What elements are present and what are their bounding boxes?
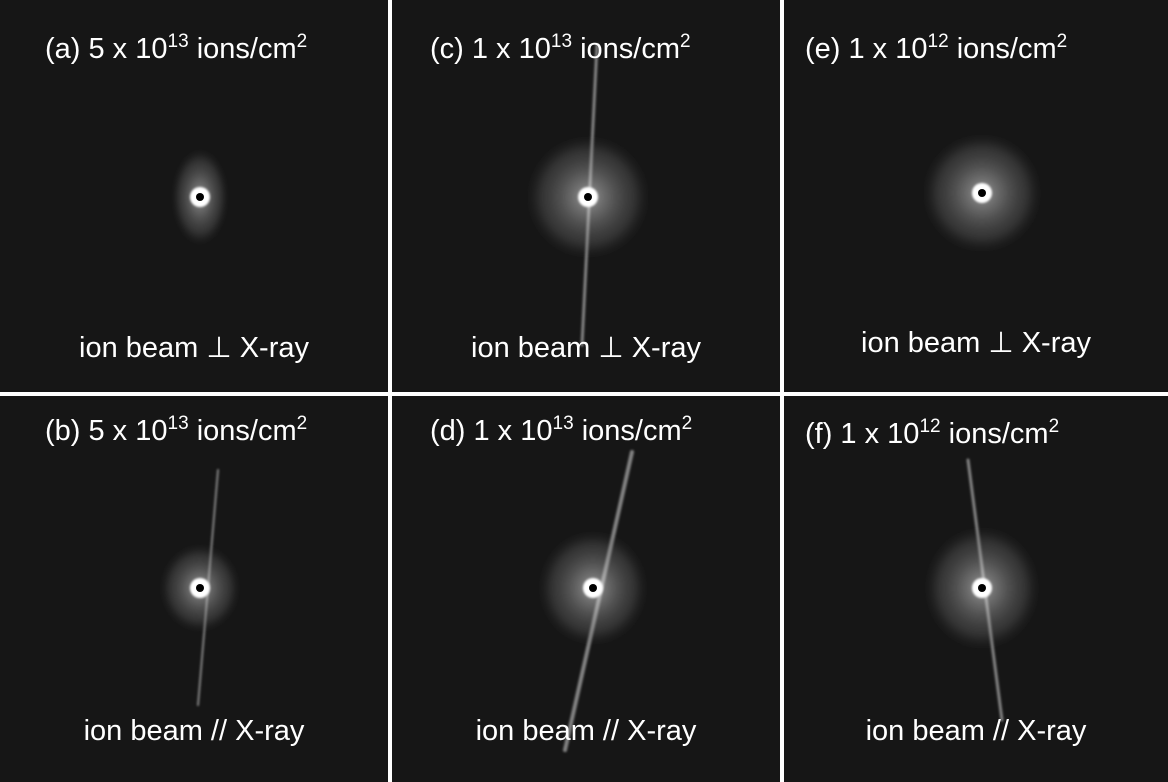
superscript: 13 — [553, 413, 574, 434]
panel: (a) 5 x 1013 ions/cm2 ion beam ⊥ X-ray — [0, 0, 388, 392]
superscript: 2 — [682, 413, 693, 434]
beam-stop — [978, 189, 986, 197]
beam-stop — [589, 584, 597, 592]
figure: (a) 5 x 1013 ions/cm2ion beam ⊥ X-ray(c)… — [0, 0, 1168, 782]
title-part: (c) 1 x 10 — [430, 33, 551, 65]
panel-caption: ion beam // X-ray — [476, 715, 697, 747]
title-part: ions/cm — [572, 33, 680, 65]
superscript: 2 — [297, 413, 308, 434]
title-part: ions/cm — [941, 418, 1049, 450]
title-part: ions/cm — [949, 33, 1057, 65]
superscript: 13 — [168, 31, 189, 52]
panel-caption: ion beam // X-ray — [866, 715, 1087, 747]
panel: (c) 1 x 1013 ions/cm2 ion beam ⊥ X-ray — [392, 0, 780, 392]
title-part: (a) 5 x 10 — [45, 33, 168, 65]
superscript: 2 — [1057, 31, 1068, 52]
title-part: ions/cm — [189, 415, 297, 447]
title-part: ions/cm — [574, 415, 682, 447]
beam-stop — [196, 193, 204, 201]
title-part: (d) 1 x 10 — [430, 415, 553, 447]
panel: (b) 5 x 1013 ions/cm2 ion beam // X-ray — [0, 396, 388, 782]
title-part: ions/cm — [189, 33, 297, 65]
panel: (f) 1 x 1012 ions/cm2 ion beam // X-ray — [784, 396, 1168, 782]
panel-caption: ion beam ⊥ X-ray — [471, 332, 701, 364]
title-part: (e) 1 x 10 — [805, 33, 928, 65]
title-part: (b) 5 x 10 — [45, 415, 168, 447]
beam-stop — [584, 193, 592, 201]
beam-stop — [196, 584, 204, 592]
superscript: 2 — [680, 31, 691, 52]
panel-caption: ion beam // X-ray — [84, 715, 305, 747]
superscript: 2 — [297, 31, 308, 52]
superscript: 13 — [168, 413, 189, 434]
superscript: 2 — [1049, 416, 1060, 437]
superscript: 12 — [919, 416, 940, 437]
panel: (e) 1 x 1012 ions/cm2 ion beam ⊥ X-ray — [784, 0, 1168, 392]
title-part: (f) 1 x 10 — [805, 418, 919, 450]
superscript: 12 — [928, 31, 949, 52]
beam-stop — [978, 584, 986, 592]
panel: (d) 1 x 1013 ions/cm2 ion beam // X-ray — [392, 396, 780, 782]
panel-caption: ion beam ⊥ X-ray — [861, 327, 1091, 359]
panel-caption: ion beam ⊥ X-ray — [79, 332, 309, 364]
superscript: 13 — [551, 31, 572, 52]
